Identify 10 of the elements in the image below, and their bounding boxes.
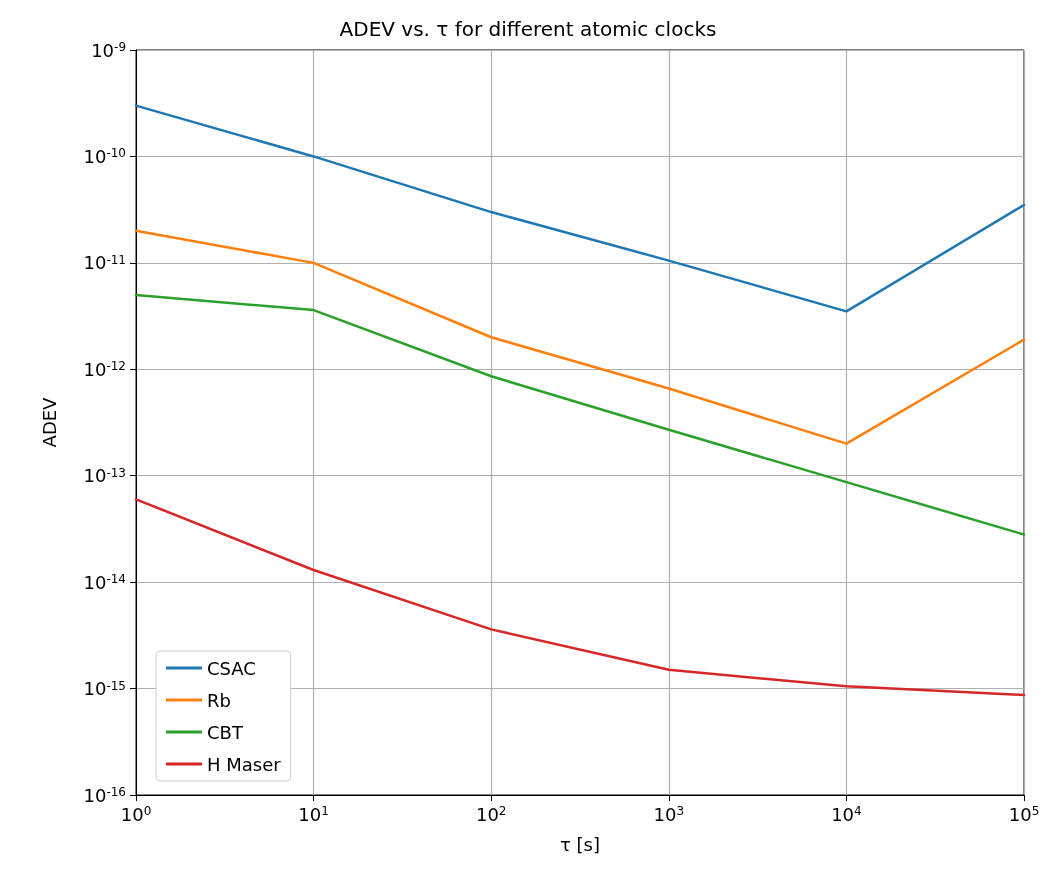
legend-label: CBT (207, 721, 244, 743)
legend-label: Rb (207, 689, 231, 711)
chart-title: ADEV vs. τ for different atomic clocks (339, 17, 717, 41)
x-axis-title: τ [s] (560, 833, 600, 855)
y-axis-title: ADEV (38, 396, 60, 448)
legend-label: H Maser (207, 753, 282, 775)
line-series (134, 293, 1026, 536)
legend-label: CSAC (207, 657, 256, 679)
line-series (134, 104, 1026, 313)
line-series (134, 229, 1026, 445)
